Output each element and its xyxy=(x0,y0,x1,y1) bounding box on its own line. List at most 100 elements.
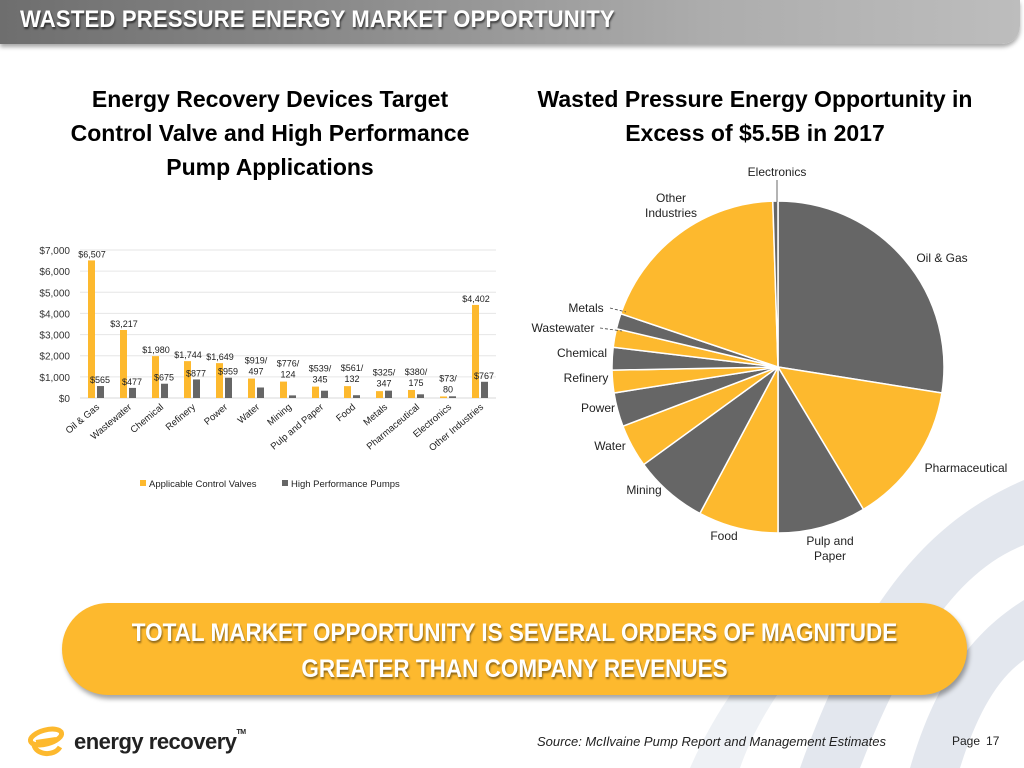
y-tick-label: $3,000 xyxy=(39,331,70,342)
data-label: $73/ xyxy=(439,373,457,383)
bar-control-valves xyxy=(344,386,351,398)
bar-control-valves xyxy=(184,361,191,398)
bar-chart-title-line: Control Valve and High Performance xyxy=(70,120,470,146)
pie-label: Pulp and xyxy=(806,534,853,548)
legend-swatch-pumps xyxy=(282,480,288,486)
bar-control-valves xyxy=(88,260,95,398)
pie-slice xyxy=(776,366,943,511)
bar-pumps xyxy=(417,394,424,398)
bar-pumps xyxy=(321,390,328,398)
y-tick-label: $0 xyxy=(59,394,71,405)
pie-label: Power xyxy=(581,401,615,415)
x-tick-label: Power xyxy=(202,402,230,428)
header-bar: WASTED PRESSURE ENERGY MARKET OPPORTUNIT… xyxy=(0,0,1020,44)
bar-pumps xyxy=(449,396,456,398)
banner-line-2: GREATER THAN COMPANY REVENUES xyxy=(301,655,728,683)
trademark: TM xyxy=(236,729,247,736)
x-tick-label: Water xyxy=(236,402,262,426)
bar-chart-title-line: Pump Applications xyxy=(166,154,374,180)
banner-line-1: TOTAL MARKET OPPORTUNITY IS SEVERAL ORDE… xyxy=(131,619,898,647)
legend-label: High Performance Pumps xyxy=(291,479,400,490)
data-label: $325/ xyxy=(373,368,396,378)
data-label: $1,744 xyxy=(174,350,202,360)
pie-label: Mining xyxy=(626,483,661,497)
page-number-value: 17 xyxy=(986,734,1000,748)
bar-control-valves xyxy=(408,389,415,398)
bar-chart-title: Energy Recovery Devices Target Control V… xyxy=(30,82,510,184)
pie-label: Pharmaceutical xyxy=(925,461,1008,475)
data-label: $380/ xyxy=(405,367,428,377)
pie-label: Wastewater xyxy=(532,321,595,335)
data-label: $4,402 xyxy=(462,294,490,304)
data-label: $565 xyxy=(90,375,110,385)
source-note: Source: McIlvaine Pump Report and Manage… xyxy=(537,734,887,749)
pie-label: Oil & Gas xyxy=(916,251,967,265)
y-tick-label: $4,000 xyxy=(39,309,70,320)
bar-pumps xyxy=(129,387,136,398)
data-label: $3,217 xyxy=(110,319,138,329)
bar-control-valves xyxy=(248,378,255,398)
logo-swirl-icon xyxy=(27,726,65,756)
data-label: $877 xyxy=(186,368,206,378)
bar-pumps xyxy=(385,390,392,398)
data-label: 124 xyxy=(280,370,295,380)
pie-slice xyxy=(619,200,779,369)
page-title: WASTED PRESSURE ENERGY MARKET OPPORTUNIT… xyxy=(20,6,615,33)
bar-pumps xyxy=(97,386,104,398)
bar-control-valves xyxy=(312,386,319,398)
company-logo: energy recoveryTM xyxy=(26,725,246,759)
bar-pumps xyxy=(193,379,200,398)
data-label: $675 xyxy=(154,373,174,383)
pie-label: Metals xyxy=(568,301,603,315)
bar-control-valves xyxy=(280,381,287,398)
legend-swatch-valves xyxy=(140,480,146,486)
pie-slice xyxy=(777,364,865,534)
data-label: 347 xyxy=(376,379,391,389)
logo-wordmark: energy recovery xyxy=(74,729,237,754)
page-label: Page xyxy=(952,734,981,748)
x-tick-label: Other Industries xyxy=(427,402,486,454)
bar-pumps xyxy=(353,395,360,398)
pie-label: Other xyxy=(656,191,686,205)
data-label: 132 xyxy=(344,374,359,384)
pie-chart-title-line: Wasted Pressure Energy Opportunity in xyxy=(537,86,973,112)
data-label: 497 xyxy=(248,367,263,377)
y-tick-label: $1,000 xyxy=(39,373,70,384)
data-label: $776/ xyxy=(277,359,300,369)
data-label: $767 xyxy=(474,371,494,381)
bar-control-valves xyxy=(152,356,159,398)
logo-text: energy recoveryTM xyxy=(74,729,246,755)
callout-banner: TOTAL MARKET OPPORTUNITY IS SEVERAL ORDE… xyxy=(62,603,967,695)
pie-label: Electronics xyxy=(748,165,807,179)
page-number: Page 17 xyxy=(952,734,999,748)
bar-pumps xyxy=(481,381,488,398)
pie-label: Food xyxy=(710,529,737,543)
pie-slice xyxy=(777,200,945,394)
y-tick-label: $2,000 xyxy=(39,352,70,363)
bar-control-valves xyxy=(472,304,479,398)
leader-line-metals xyxy=(609,307,627,313)
bar-pumps xyxy=(289,395,296,398)
y-tick-label: $5,000 xyxy=(39,288,70,299)
legend-label: Applicable Control Valves xyxy=(149,479,257,490)
pie-label: Paper xyxy=(814,549,846,563)
leader-line-wastewater xyxy=(599,327,623,332)
x-tick-label: Food xyxy=(334,402,358,424)
pie-slice xyxy=(772,200,779,368)
bar-control-valves xyxy=(440,396,447,398)
pie-label: Industries xyxy=(645,206,697,220)
x-tick-label: Mining xyxy=(265,402,294,428)
pie-chart-title: Wasted Pressure Energy Opportunity in Ex… xyxy=(510,82,1000,150)
pie-label: Water xyxy=(594,439,626,453)
y-tick-label: $6,000 xyxy=(39,267,70,278)
bar-control-valves xyxy=(376,391,383,398)
data-label: $1,980 xyxy=(142,345,170,355)
y-tick-label: $7,000 xyxy=(39,246,70,257)
data-label: $959 xyxy=(218,367,238,377)
bar-control-valves xyxy=(120,329,127,398)
bar-pumps xyxy=(257,387,264,398)
x-tick-label: Refinery xyxy=(164,402,198,433)
data-label: 345 xyxy=(312,375,327,385)
x-tick-label: Chemical xyxy=(129,402,166,436)
